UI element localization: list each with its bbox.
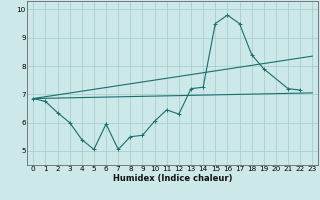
X-axis label: Humidex (Indice chaleur): Humidex (Indice chaleur)	[113, 174, 233, 183]
